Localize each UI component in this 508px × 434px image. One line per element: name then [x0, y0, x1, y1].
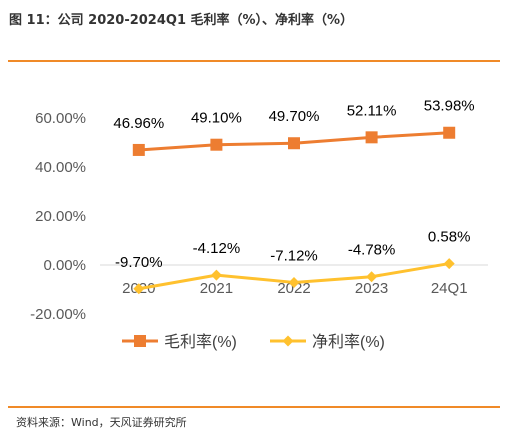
y-axis: 60.00% 40.00% 20.00% 0.00% -20.00% [30, 110, 86, 323]
data-point-marker [366, 271, 378, 283]
y-tick-label: 20.00% [35, 208, 86, 225]
y-tick-label: 40.00% [35, 159, 86, 176]
data-label: 52.11% [347, 102, 397, 119]
y-tick-label: 0.00% [43, 257, 86, 274]
data-point-marker [210, 138, 223, 151]
data-point-marker [288, 276, 300, 288]
data-label: -4.12% [193, 240, 241, 257]
data-point-marker [443, 126, 456, 139]
series-markers [132, 126, 456, 295]
legend-marker [134, 335, 146, 347]
legend: 毛利率(%) 净利率(%) [122, 333, 385, 351]
data-label: 46.96% [113, 115, 164, 132]
x-tick-label: 24Q1 [431, 280, 468, 297]
data-point-marker [443, 258, 455, 270]
top-divider [8, 60, 500, 62]
legend-label: 净利率(%) [312, 333, 385, 351]
data-label: 0.58% [428, 229, 471, 246]
figure-title: 图 11：公司 2020-2024Q1 毛利率（%）、净利率（%） [9, 13, 354, 28]
data-point-marker [365, 131, 378, 144]
legend-marker [282, 335, 294, 347]
bottom-divider [8, 406, 500, 408]
x-tick-label: 2022 [277, 280, 310, 297]
y-tick-label: 60.00% [35, 110, 86, 127]
y-tick-label: -20.00% [30, 306, 86, 323]
data-label: -7.12% [270, 247, 318, 264]
data-label: -9.70% [115, 254, 163, 271]
source-note: 资料来源：Wind，天风证券研究所 [16, 416, 187, 429]
x-tick-label: 2021 [200, 280, 233, 297]
data-labels: 46.96% 49.10% 49.70% 52.11% 53.98% -9.70% -4.1… [113, 98, 474, 271]
x-tick-label: 2023 [355, 280, 388, 297]
data-label: 49.70% [269, 108, 320, 125]
data-label: 53.98% [424, 98, 475, 115]
data-label: -4.78% [348, 242, 396, 259]
legend-label: 毛利率(%) [164, 333, 237, 351]
data-point-marker [132, 143, 145, 156]
data-point-marker [210, 269, 222, 281]
data-label: 49.10% [191, 110, 242, 127]
data-point-marker [133, 283, 145, 295]
data-point-marker [288, 137, 300, 150]
